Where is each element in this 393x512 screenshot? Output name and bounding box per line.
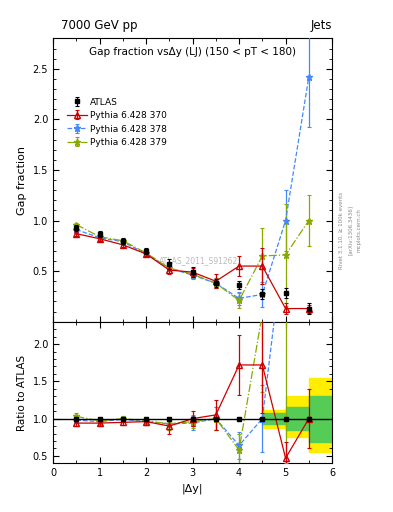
Bar [309, 396, 332, 442]
Text: Gap fraction vsΔy (LJ) (150 < pT < 180): Gap fraction vsΔy (LJ) (150 < pT < 180) [89, 47, 296, 57]
Legend: ATLAS, Pythia 6.428 370, Pythia 6.428 378, Pythia 6.428 379: ATLAS, Pythia 6.428 370, Pythia 6.428 37… [63, 94, 171, 151]
Bar [286, 408, 309, 430]
Bar [263, 410, 286, 428]
Text: Jets: Jets [310, 19, 332, 32]
Text: Rivet 3.1.10, ≥ 100k events: Rivet 3.1.10, ≥ 100k events [339, 192, 344, 269]
X-axis label: |Δy|: |Δy| [182, 484, 203, 494]
Text: [arXiv:1306.3436]: [arXiv:1306.3436] [348, 205, 353, 255]
Text: ATLAS_2011_S91262: ATLAS_2011_S91262 [158, 256, 238, 265]
Y-axis label: Ratio to ATLAS: Ratio to ATLAS [17, 354, 27, 431]
Y-axis label: Gap fraction: Gap fraction [17, 145, 27, 215]
Text: 7000 GeV pp: 7000 GeV pp [61, 19, 138, 32]
Bar [286, 396, 309, 437]
Bar [309, 378, 332, 452]
Bar [263, 413, 286, 424]
Text: mcplots.cern.ch: mcplots.cern.ch [357, 208, 362, 252]
